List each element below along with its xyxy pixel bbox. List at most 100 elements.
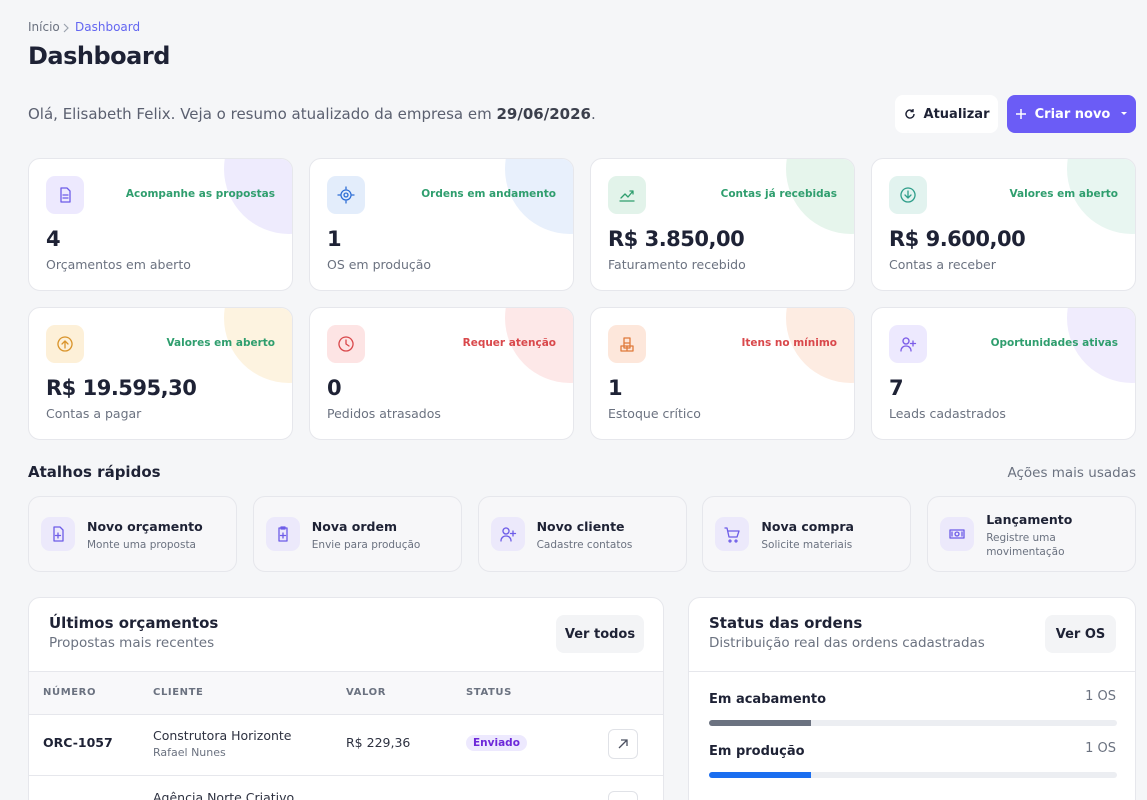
status-count: 1 OS xyxy=(1085,741,1116,756)
plus-icon xyxy=(1015,109,1026,119)
column-header: NÚMERO xyxy=(43,687,97,698)
orders-title: Status das ordens xyxy=(709,614,863,632)
icon-glyph xyxy=(278,526,288,542)
shortcut-subtitle: Monte uma proposta xyxy=(87,538,196,551)
card-label: Faturamento recebido xyxy=(608,257,746,272)
table-row xyxy=(29,775,663,800)
shortcut-text: Novo orçamento Monte uma proposta xyxy=(87,497,227,571)
refresh-label: Atualizar xyxy=(923,106,990,122)
icon-glyph xyxy=(337,186,355,204)
see-all-button[interactable]: Ver todos xyxy=(556,615,644,653)
card-icon xyxy=(889,325,927,363)
client-contact: Rafael Nunes xyxy=(153,746,226,759)
shortcut-subtitle: Cadastre contatos xyxy=(536,538,633,551)
quote-number: ORC-1057 xyxy=(43,735,113,750)
shortcut-card[interactable]: Nova compra Solicite materiais xyxy=(702,496,912,572)
quotes-subtitle: Propostas mais recentes xyxy=(49,635,215,651)
icon-glyph xyxy=(60,187,71,203)
card-value: 7 xyxy=(889,376,904,400)
shortcut-title: Nova ordem xyxy=(311,518,397,534)
icon-glyph xyxy=(57,336,73,352)
quotes-panel: Últimos orçamentos Propostas mais recent… xyxy=(28,597,664,800)
stat-card: Contas já recebidas R$ 3.850,00 Faturament… xyxy=(590,158,855,291)
card-icon xyxy=(889,176,927,214)
card-tag: Ordens em andamento xyxy=(421,188,556,200)
shortcut-text: Lançamento Registre uma movimentação xyxy=(986,497,1126,571)
column-header: VALOR xyxy=(346,687,387,698)
shortcut-text: Nova compra Solicite materiais xyxy=(761,497,901,571)
card-icon xyxy=(46,325,84,363)
card-value: 0 xyxy=(327,376,342,400)
page-title: Dashboard xyxy=(28,42,170,70)
card-tag: Acompanhe as propostas xyxy=(125,188,275,200)
card-value: 1 xyxy=(327,227,342,251)
icon-glyph xyxy=(499,527,516,542)
stat-card: Itens no mínimo 1 Estoque crítico xyxy=(590,307,855,440)
shortcut-icon xyxy=(41,517,75,551)
shortcut-card[interactable]: Nova ordem Envie para produção xyxy=(252,496,462,572)
progress-track xyxy=(709,772,1117,778)
table-header xyxy=(29,671,663,715)
greeting-date: 29/06/2026 xyxy=(496,105,591,123)
shortcut-card[interactable]: Novo cliente Cadastre contatos xyxy=(477,496,687,572)
card-value: R$ 3.850,00 xyxy=(608,227,745,251)
card-value: 4 xyxy=(46,227,61,251)
card-tag: Itens no mínimo xyxy=(741,337,837,349)
card-value: 1 xyxy=(608,376,623,400)
card-label: Orçamentos em aberto xyxy=(46,257,191,272)
shortcut-text: Novo cliente Cadastre contatos xyxy=(536,497,677,571)
open-button[interactable] xyxy=(608,729,638,759)
stat-card: Valores em aberto R$ 9.600,00 Contas a rec… xyxy=(871,158,1136,291)
shortcuts-title: Atalhos rápidos xyxy=(28,463,161,481)
card-label: Pedidos atrasados xyxy=(327,406,441,421)
shortcut-icon xyxy=(490,517,525,551)
card-label: Contas a receber xyxy=(889,257,996,272)
arrow-icon xyxy=(618,739,628,749)
shortcut-card[interactable]: Novo orçamento Monte uma proposta xyxy=(28,496,237,572)
card-tag: Oportunidades ativas xyxy=(990,337,1118,349)
client-name: Agência Norte Criativo xyxy=(153,790,295,800)
table-row xyxy=(29,713,663,776)
icon-glyph xyxy=(338,336,354,352)
icon-glyph xyxy=(724,527,741,543)
refresh-icon xyxy=(904,109,915,119)
card-label: OS em produção xyxy=(327,257,432,272)
column-header: CLIENTE xyxy=(153,687,204,698)
card-tag: Valores em aberto xyxy=(1009,188,1118,200)
create-button[interactable]: Criar novo xyxy=(1007,95,1136,133)
see-orders-button[interactable]: Ver OS xyxy=(1045,615,1116,653)
status-badge: Enviado xyxy=(466,735,527,751)
shortcut-subtitle: Solicite materiais xyxy=(761,538,853,551)
card-tag: Valores em aberto xyxy=(166,337,275,349)
breadcrumb-current: Dashboard xyxy=(75,20,141,34)
shortcut-text: Nova ordem Envie para produção xyxy=(311,497,452,571)
icon-glyph xyxy=(949,529,965,539)
create-label: Criar novo xyxy=(1034,106,1111,122)
card-icon xyxy=(46,176,84,214)
shortcut-card[interactable]: Lançamento Registre uma movimentação xyxy=(927,496,1137,572)
icon-glyph xyxy=(900,187,916,203)
stat-card: Ordens em andamento 1 OS em produção xyxy=(309,158,574,291)
stat-card: Acompanhe as propostas 4 Orçamentos em abe… xyxy=(28,158,293,291)
shortcut-title: Novo cliente xyxy=(536,518,625,534)
refresh-button[interactable]: Atualizar xyxy=(895,95,998,133)
client-name: Construtora Horizonte xyxy=(153,728,292,743)
progress-bar xyxy=(709,772,811,778)
shortcut-icon xyxy=(940,517,975,551)
icon-glyph xyxy=(619,190,635,202)
shortcut-icon xyxy=(715,517,750,551)
card-label: Contas a pagar xyxy=(46,406,142,421)
breadcrumb-home[interactable]: Início xyxy=(28,20,60,34)
card-label: Estoque crítico xyxy=(608,406,701,421)
divider xyxy=(689,671,1135,672)
icon-glyph xyxy=(620,337,634,352)
stat-card: Oportunidades ativas 7 Leads cadastrados xyxy=(871,307,1136,440)
card-icon xyxy=(327,176,365,214)
open-button[interactable] xyxy=(608,791,638,800)
card-icon xyxy=(608,176,646,214)
orders-subtitle: Distribuição real das ordens cadastradas xyxy=(709,635,985,651)
shortcut-title: Lançamento xyxy=(986,511,1073,527)
status-label: Em produção xyxy=(709,744,805,759)
